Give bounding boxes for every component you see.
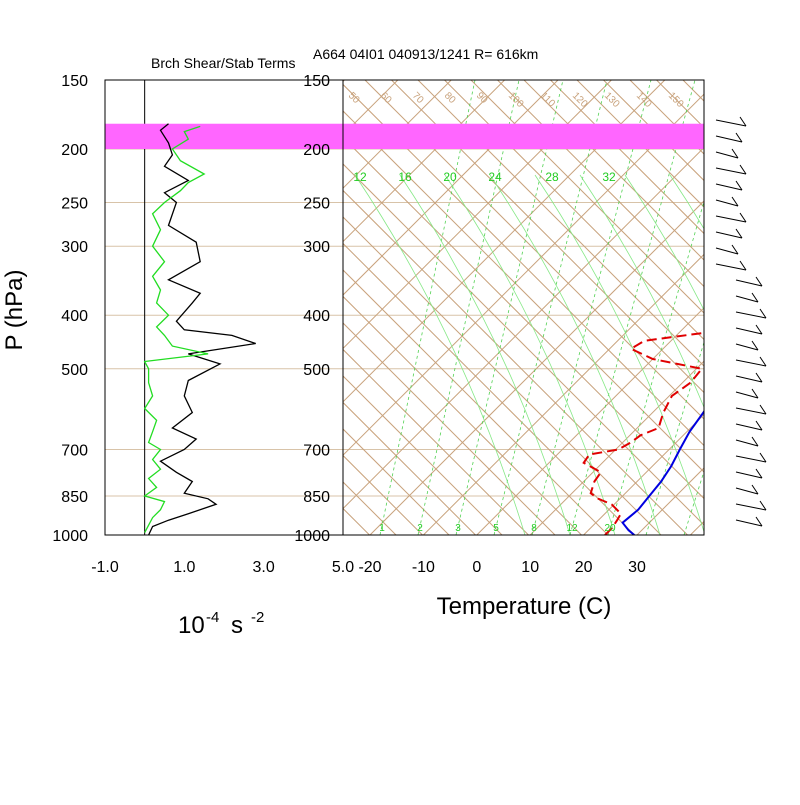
mixing-ratio-top-label: 32 [602, 170, 616, 184]
moist-adiabat-line [445, 175, 615, 535]
adiabat-top-label: 110 [538, 90, 557, 109]
dry-adiabat-line [763, 80, 800, 535]
left-pressure-tick-label: 300 [61, 239, 88, 256]
right-series-group [584, 110, 800, 535]
isotherm-line [690, 80, 800, 535]
units-s: s [231, 612, 243, 639]
wind-barb-shaft [716, 264, 746, 270]
adiabat-top-label: 90 [474, 90, 490, 106]
temperature-tick-label: -10 [412, 559, 435, 576]
mixing-ratio-top-label: 20 [443, 170, 457, 184]
left-x-tick-label: -1.0 [91, 559, 119, 576]
wind-barb-shaft [716, 120, 746, 126]
left-x-tick-label: 1.0 [173, 559, 195, 576]
left-pressure-tick-label: 850 [61, 489, 88, 506]
wind-barb-shaft [716, 216, 746, 222]
left-pressure-tick-label: 150 [61, 73, 88, 90]
left-pressure-tick-label: 200 [61, 142, 88, 159]
wind-barb-shaft [716, 168, 746, 174]
mixing-ratio-top-label: 28 [545, 170, 559, 184]
temperature-series-line [623, 110, 800, 535]
moist-adiabat-line [580, 175, 750, 535]
temperature-tick-label: 30 [628, 559, 646, 576]
temperature-tick-label: 20 [575, 559, 593, 576]
units-base: 10 [178, 612, 205, 639]
right-pressure-tick-label: 400 [303, 308, 330, 325]
moist-adiabat-line [625, 175, 795, 535]
wind-barb-shaft [736, 312, 766, 318]
left-pressure-tick-label: 250 [61, 196, 88, 213]
left-x-tick-label: 5.0 [332, 559, 354, 576]
adiabat-top-label: 80 [442, 90, 458, 106]
mixing-ratio-top-label: 24 [488, 170, 502, 184]
mixing-ratio-bottom-label: 2 [417, 523, 423, 534]
left-pressure-tick-label: 1000 [52, 528, 88, 545]
mixing-ratio-bottom-label: 3 [455, 523, 461, 534]
units-label: 10 -4 s -2 [178, 609, 264, 639]
isotherm-line [744, 80, 800, 535]
left-series-group [145, 124, 256, 535]
pressure-axis-label: P (hPa) [1, 270, 28, 351]
left-pressure-tick-label: 700 [61, 442, 88, 459]
right-pressure-tick-label: 700 [303, 442, 330, 459]
chart-lines [145, 110, 800, 535]
mixing-ratio-top-label: 12 [353, 170, 367, 184]
dry-adiabat-line [736, 80, 800, 535]
right-pressure-tick-label: 200 [303, 142, 330, 159]
adiabat-top-label: 50 [346, 90, 362, 106]
right-pressure-tick-label: 1000 [294, 528, 330, 545]
temperature-axis-label: Temperature (C) [437, 593, 612, 620]
left-x-tick-label: 3.0 [253, 559, 275, 576]
adiabat-top-label: 120 [570, 90, 590, 110]
mixing-ratio-bottom-label: 1 [379, 523, 385, 534]
right-pressure-tick-label: 500 [303, 362, 330, 379]
wind-barb-shaft [736, 504, 766, 510]
right-pressure-tick-label: 250 [303, 196, 330, 213]
moist-adiabat-line [670, 175, 800, 535]
right-pressure-tick-label: 300 [303, 239, 330, 256]
dry-adiabat-line [789, 80, 800, 535]
left-pressure-tick-label: 500 [61, 362, 88, 379]
left-pressure-tick-label: 400 [61, 308, 88, 325]
shear-series-line [149, 124, 256, 535]
right-pressure-tick-label: 850 [303, 489, 330, 506]
wind-barb-shaft [736, 360, 766, 366]
temperature-tick-label: -20 [358, 559, 381, 576]
adiabat-top-label: 150 [666, 90, 686, 110]
mixing-ratio-bottom-label: 8 [531, 523, 537, 534]
adiabat-top-label: 70 [410, 90, 426, 106]
mixing-ratio-bottom-label: 5 [493, 523, 499, 534]
right-pressure-tick-label: 150 [303, 73, 330, 90]
mixing-ratio-bottom-label: 20 [604, 523, 616, 534]
right-panel-title: A664 04I01 040913/1241 R= 616km [313, 46, 538, 62]
mixing-ratio-top-label: 16 [398, 170, 412, 184]
wind-barb-shaft [736, 456, 766, 462]
moist-adiabat-line [355, 175, 525, 535]
wind-barb-shaft [736, 408, 766, 414]
adiabat-top-label: 60 [378, 90, 394, 106]
left-panel-title: Brch Shear/Stab Terms [151, 55, 295, 71]
units-exp2: -2 [251, 609, 264, 626]
temperature-tick-label: 10 [521, 559, 539, 576]
dry-adiabat-line [710, 80, 800, 535]
moist-adiabat-line [400, 175, 570, 535]
adiabat-top-label: 100 [506, 90, 526, 110]
units-exp1: -4 [206, 609, 219, 626]
mixing-ratio-bottom-label: 12 [566, 523, 578, 534]
wind-barbs [716, 117, 766, 526]
temperature-tick-label: 0 [472, 559, 481, 576]
